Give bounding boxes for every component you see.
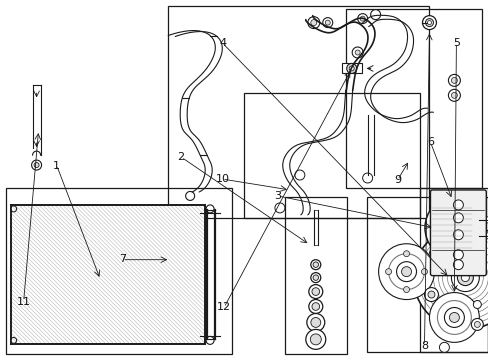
Circle shape	[346, 63, 356, 73]
Circle shape	[308, 300, 322, 314]
FancyBboxPatch shape	[429, 190, 486, 276]
Text: 12: 12	[217, 302, 231, 312]
Circle shape	[452, 250, 463, 260]
Text: 7: 7	[119, 254, 126, 264]
Circle shape	[354, 50, 360, 55]
Bar	[341, 63, 361, 73]
Bar	[168, 6, 428, 218]
Circle shape	[362, 173, 372, 183]
Circle shape	[450, 92, 456, 98]
Circle shape	[274, 203, 285, 213]
Circle shape	[447, 89, 459, 101]
Circle shape	[311, 288, 319, 296]
Circle shape	[348, 66, 353, 71]
Ellipse shape	[424, 198, 479, 258]
Circle shape	[470, 319, 482, 330]
Circle shape	[452, 200, 463, 210]
Circle shape	[403, 287, 408, 293]
Circle shape	[307, 17, 319, 28]
Bar	[345, 9, 481, 188]
Circle shape	[427, 291, 434, 298]
Circle shape	[311, 303, 319, 310]
Circle shape	[468, 250, 474, 256]
Circle shape	[310, 318, 320, 327]
Text: 11: 11	[17, 297, 31, 307]
Circle shape	[312, 262, 318, 267]
Circle shape	[34, 163, 39, 167]
Bar	[420, 188, 488, 278]
Bar	[420, 278, 488, 352]
Circle shape	[456, 270, 472, 285]
Bar	[366, 197, 488, 352]
Circle shape	[185, 192, 194, 201]
Bar	[285, 197, 346, 354]
Circle shape	[312, 275, 318, 280]
Circle shape	[452, 230, 463, 240]
Text: 8: 8	[421, 341, 427, 351]
Circle shape	[357, 14, 367, 24]
Circle shape	[428, 250, 435, 256]
Circle shape	[447, 75, 459, 86]
Circle shape	[308, 285, 322, 298]
Circle shape	[310, 273, 320, 283]
Circle shape	[385, 269, 391, 275]
Bar	[244, 93, 419, 218]
Circle shape	[310, 260, 320, 270]
Circle shape	[32, 160, 41, 170]
Text: 10: 10	[215, 174, 229, 184]
Circle shape	[483, 233, 488, 239]
Circle shape	[306, 314, 324, 332]
Circle shape	[450, 77, 456, 84]
Text: 2: 2	[177, 152, 184, 162]
Circle shape	[468, 200, 474, 206]
Circle shape	[396, 262, 416, 282]
Bar	[11, 205, 204, 345]
Circle shape	[325, 20, 329, 25]
Circle shape	[450, 264, 478, 292]
Circle shape	[322, 18, 332, 28]
Circle shape	[11, 337, 17, 343]
Circle shape	[378, 244, 433, 300]
Circle shape	[452, 213, 463, 223]
Bar	[6, 188, 232, 354]
Text: 5: 5	[452, 38, 459, 48]
Circle shape	[205, 336, 214, 345]
Circle shape	[422, 15, 436, 30]
Circle shape	[452, 260, 463, 270]
Text: 1: 1	[53, 161, 60, 171]
Circle shape	[401, 267, 411, 276]
Circle shape	[427, 21, 430, 24]
Circle shape	[473, 321, 479, 328]
Circle shape	[205, 205, 214, 213]
Circle shape	[421, 269, 427, 275]
Circle shape	[370, 10, 380, 20]
Circle shape	[424, 288, 438, 302]
Circle shape	[310, 334, 321, 345]
Circle shape	[11, 206, 17, 212]
Text: 9: 9	[394, 175, 401, 185]
Circle shape	[483, 217, 488, 223]
Circle shape	[448, 312, 458, 323]
Circle shape	[310, 20, 316, 26]
Circle shape	[428, 293, 478, 342]
Circle shape	[360, 16, 365, 21]
Circle shape	[413, 226, 488, 329]
Circle shape	[461, 274, 468, 282]
Circle shape	[403, 251, 408, 257]
Text: 4: 4	[219, 38, 225, 48]
Circle shape	[439, 342, 448, 352]
Circle shape	[444, 307, 464, 328]
Circle shape	[351, 47, 363, 58]
Text: 6: 6	[427, 138, 433, 147]
Circle shape	[294, 170, 304, 180]
Circle shape	[472, 301, 480, 309]
Text: 3: 3	[274, 191, 281, 201]
Circle shape	[428, 200, 435, 206]
Circle shape	[425, 19, 432, 27]
Circle shape	[305, 329, 325, 349]
